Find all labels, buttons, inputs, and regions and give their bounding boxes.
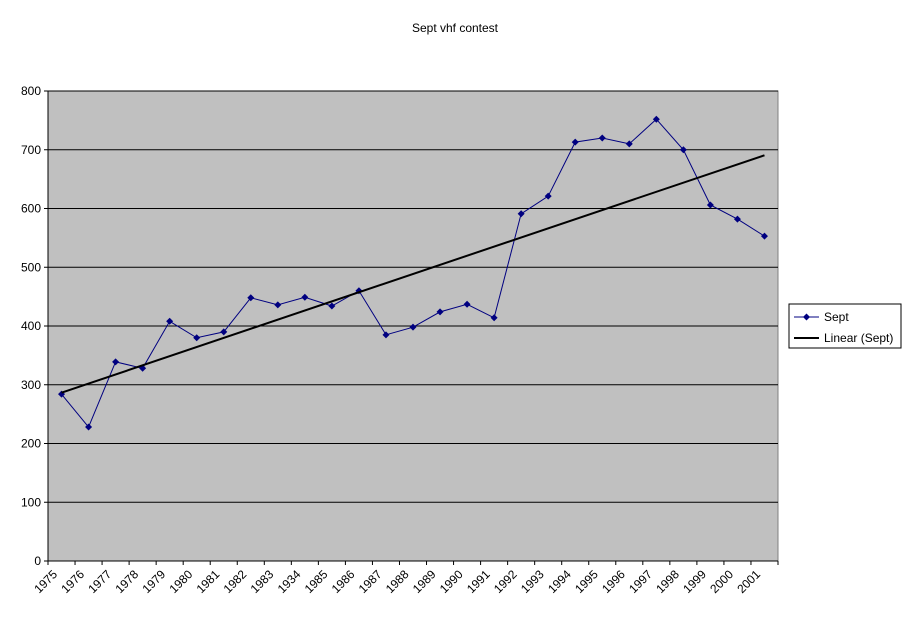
x-tick-label: 1996	[599, 567, 628, 596]
marker	[85, 423, 93, 431]
marker	[706, 201, 714, 209]
marker	[652, 115, 660, 123]
marker	[382, 331, 390, 339]
marker	[328, 302, 336, 310]
x-tick-label: 1934	[275, 567, 304, 596]
x-tick-label: 1988	[383, 567, 412, 596]
x-tick-label: 1995	[572, 567, 601, 596]
x-tick-label: 1983	[248, 567, 277, 596]
marker	[733, 215, 741, 223]
x-tick-label: 1977	[85, 567, 114, 596]
x-tick-label: 1994	[545, 567, 574, 596]
marker	[679, 146, 687, 154]
x-tick-label: 1993	[518, 567, 547, 596]
x-tick-label: 2000	[707, 567, 736, 596]
legend-marker	[803, 313, 810, 321]
marker	[760, 232, 768, 240]
y-tick-label: 0	[34, 554, 41, 568]
marker	[193, 334, 201, 342]
y-tick-label: 600	[21, 202, 41, 216]
marker	[247, 294, 255, 302]
marker	[409, 323, 417, 331]
marker	[436, 308, 444, 316]
y-tick-label: 700	[21, 143, 41, 157]
x-tick-label: 1989	[410, 567, 439, 596]
x-tick-label: 1997	[626, 567, 655, 596]
trendline	[61, 154, 765, 394]
x-tick-label: 1980	[167, 567, 196, 596]
marker	[274, 301, 282, 309]
x-tick-label: 1999	[680, 567, 709, 596]
x-tick-label: 1992	[491, 567, 520, 596]
marker	[517, 210, 525, 218]
x-tick-label: 1985	[302, 567, 331, 596]
x-tick-label: 1987	[356, 567, 385, 596]
chart-title: Sept vhf contest	[412, 21, 499, 35]
y-tick-label: 300	[21, 378, 41, 392]
marker	[112, 358, 120, 366]
y-tick-label: 500	[21, 260, 41, 274]
legend-label: Linear (Sept)	[824, 331, 893, 345]
marker	[463, 300, 471, 308]
x-tick-label: 1975	[31, 567, 60, 596]
marker	[571, 138, 579, 146]
x-tick-label: 1991	[464, 567, 493, 596]
legend-label: Sept	[824, 310, 849, 324]
legend	[788, 303, 902, 349]
y-tick-label: 800	[21, 84, 41, 98]
x-tick-label: 1986	[329, 567, 358, 596]
x-tick-label: 2001	[734, 567, 763, 596]
x-tick-label: 1982	[221, 567, 250, 596]
marker	[301, 293, 309, 301]
marker	[166, 317, 174, 325]
x-tick-label: 1979	[139, 567, 168, 596]
marker	[544, 192, 552, 200]
y-tick-label: 100	[21, 495, 41, 509]
x-tick-label: 1998	[653, 567, 682, 596]
marker	[625, 140, 633, 148]
y-tick-label: 200	[21, 437, 41, 451]
x-tick-label: 1990	[437, 567, 466, 596]
x-tick-label: 1978	[112, 567, 141, 596]
marker	[490, 314, 498, 322]
y-tick-label: 400	[21, 319, 41, 333]
marker	[598, 134, 606, 142]
x-tick-label: 1981	[194, 567, 223, 596]
marker	[220, 328, 228, 336]
x-tick-label: 1976	[58, 567, 87, 596]
